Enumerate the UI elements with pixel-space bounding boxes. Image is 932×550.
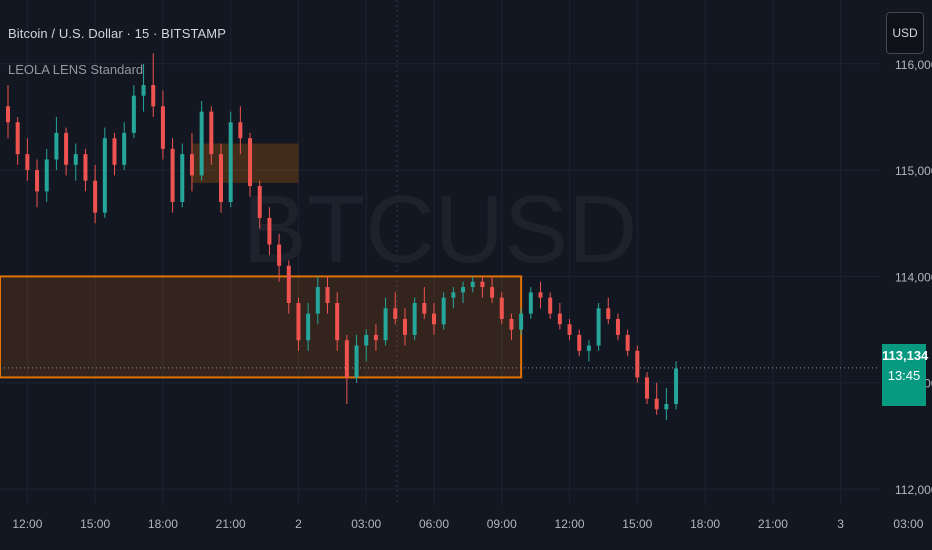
x-tick-label: 3	[837, 517, 844, 531]
candle-body[interactable]	[102, 138, 107, 213]
candle-body[interactable]	[141, 85, 146, 96]
candle-body[interactable]	[586, 345, 591, 351]
candle-body[interactable]	[422, 303, 427, 314]
candle-body[interactable]	[277, 244, 282, 266]
currency-button[interactable]: USD	[886, 12, 924, 54]
candle-body[interactable]	[528, 292, 533, 314]
candle-body[interactable]	[15, 122, 20, 155]
candle-body[interactable]	[122, 132, 127, 165]
candle-body[interactable]	[383, 308, 388, 341]
candle-body[interactable]	[93, 180, 98, 213]
x-tick-label: 2	[295, 517, 302, 531]
candle-body[interactable]	[286, 265, 291, 303]
candle-body[interactable]	[654, 398, 659, 410]
y-tick-label: 112,000	[895, 483, 932, 497]
candle-body[interactable]	[480, 281, 485, 288]
candle-body[interactable]	[373, 334, 378, 341]
x-tick-label: 03:00	[351, 517, 381, 531]
candle-body[interactable]	[257, 186, 262, 218]
x-tick-label: 12:00	[555, 517, 585, 531]
candle-body[interactable]	[557, 313, 562, 325]
candle-body[interactable]	[83, 154, 88, 181]
x-tick-label: 18:00	[690, 517, 720, 531]
bar-countdown: 13:45	[887, 368, 921, 383]
candle-body[interactable]	[577, 334, 582, 351]
last-price-value: 113,134	[882, 348, 929, 363]
candle-body[interactable]	[645, 377, 649, 399]
x-tick-label: 09:00	[487, 517, 517, 531]
candle-body[interactable]	[461, 287, 466, 293]
candle-body[interactable]	[151, 85, 156, 107]
candle-body[interactable]	[189, 154, 194, 176]
candle-body[interactable]	[441, 297, 446, 325]
candle-body[interactable]	[364, 334, 369, 346]
candle-body[interactable]	[160, 106, 165, 149]
x-tick-label: 03:00	[893, 517, 923, 531]
candle-body[interactable]	[306, 313, 311, 341]
candle-body[interactable]	[219, 154, 223, 202]
candle-body[interactable]	[344, 340, 349, 378]
x-tick-label: 15:00	[622, 517, 652, 531]
candle-body[interactable]	[393, 308, 398, 319]
candle-body[interactable]	[664, 404, 669, 410]
candle-body[interactable]	[509, 318, 514, 330]
candle-body[interactable]	[73, 154, 78, 165]
demand-zone[interactable]	[0, 275, 523, 379]
candle-body[interactable]	[548, 297, 553, 314]
candle-body[interactable]	[335, 303, 340, 341]
candle-body[interactable]	[44, 159, 49, 192]
candle-body[interactable]	[6, 106, 10, 123]
candle-body[interactable]	[325, 287, 330, 303]
supply-zone[interactable]	[191, 143, 299, 183]
candle-body[interactable]	[596, 308, 601, 346]
x-tick-label: 12:00	[12, 517, 42, 531]
candle-body[interactable]	[615, 318, 620, 335]
candle-body[interactable]	[470, 281, 475, 288]
candle-body[interactable]	[228, 122, 233, 202]
candle-body[interactable]	[451, 292, 456, 298]
last-price-tag: 113,134 13:45	[882, 344, 929, 406]
symbol-title[interactable]: Bitcoin / U.S. Dollar · 15 · BITSTAMP	[8, 26, 227, 41]
candle-body[interactable]	[238, 122, 243, 139]
candle-body[interactable]	[112, 138, 117, 165]
candle-body[interactable]	[538, 292, 543, 298]
candle-body[interactable]	[402, 318, 407, 335]
candle-body[interactable]	[315, 287, 320, 314]
candle-body[interactable]	[674, 368, 679, 404]
candle-body[interactable]	[170, 148, 175, 202]
candle-body[interactable]	[412, 303, 417, 335]
candle-body[interactable]	[490, 287, 495, 298]
y-tick-label: 114,000	[895, 270, 932, 284]
candle-body[interactable]	[180, 154, 185, 202]
candle-body[interactable]	[199, 111, 204, 176]
candle-body[interactable]	[248, 138, 253, 187]
candle-body[interactable]	[209, 111, 214, 155]
x-tick-label: 21:00	[758, 517, 788, 531]
candle-body[interactable]	[296, 303, 301, 341]
candle-body[interactable]	[267, 217, 272, 245]
watermark-text: BTCUSD	[243, 176, 638, 283]
candle-body[interactable]	[35, 170, 40, 192]
x-tick-label: 18:00	[148, 517, 178, 531]
candle-body[interactable]	[25, 154, 30, 171]
y-tick-label-partial: 116,000	[895, 58, 932, 72]
indicator-label[interactable]: LEOLA LENS Standard	[8, 62, 144, 77]
candle-body[interactable]	[567, 324, 572, 335]
candle-body[interactable]	[499, 297, 504, 319]
x-tick-label: 06:00	[419, 517, 449, 531]
y-tick-label: 115,000	[895, 164, 932, 178]
candle-body[interactable]	[432, 313, 436, 325]
candle-body[interactable]	[635, 350, 640, 378]
candle-body[interactable]	[625, 334, 630, 351]
candle-body[interactable]	[64, 132, 69, 165]
candle-body[interactable]	[519, 313, 524, 330]
candle-body[interactable]	[606, 308, 611, 319]
candle-body[interactable]	[354, 345, 359, 378]
candle-body[interactable]	[131, 95, 136, 133]
x-tick-label: 21:00	[216, 517, 246, 531]
x-tick-label: 15:00	[80, 517, 110, 531]
candle-body[interactable]	[54, 132, 59, 160]
